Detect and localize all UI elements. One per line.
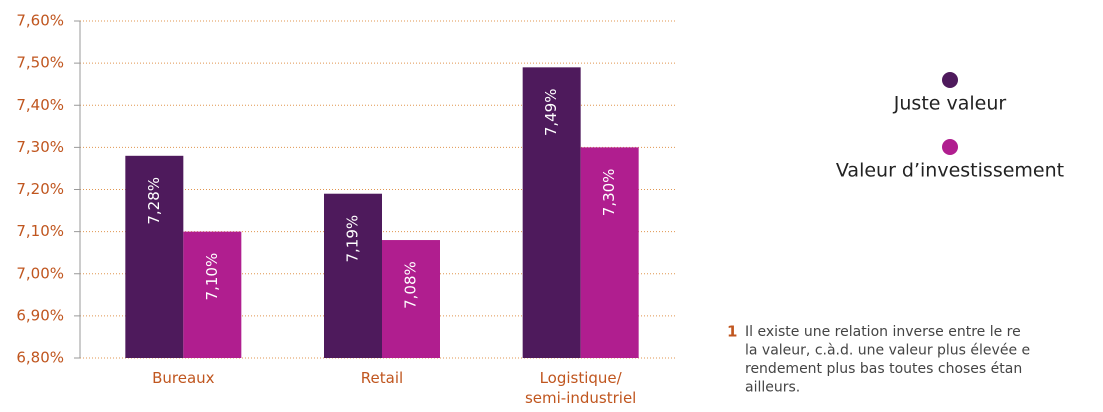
y-tick-label: 7,10% (16, 222, 64, 240)
bar (125, 155, 184, 358)
value-label: 7,30% (600, 169, 618, 217)
footnote-line: rendement plus bas toutes choses étan (745, 361, 1022, 377)
bar (522, 67, 581, 359)
bar (382, 240, 440, 358)
x-tick-label: Bureaux (152, 369, 215, 387)
value-label: 7,10% (203, 253, 221, 301)
x-tick-label: Retail (360, 369, 404, 387)
y-tick-label: 7,40% (16, 96, 64, 114)
y-tick-label: 6,90% (16, 306, 64, 324)
legend-label: Juste valeur (893, 93, 1007, 115)
y-tick-label: 7,30% (16, 138, 64, 156)
y-tick-label: 7,50% (16, 54, 64, 72)
value-label: 7,28% (145, 177, 163, 225)
footnote-number: 1 (727, 323, 737, 341)
y-tick-label: 7,20% (16, 180, 64, 198)
bar (324, 193, 382, 358)
footnote-line: ailleurs. (745, 380, 800, 396)
x-tick-label: Logistique/ semi-industriel (524, 369, 637, 407)
footnote-line: Il existe une relation inverse entre le … (745, 324, 1021, 340)
value-label: 7,49% (542, 89, 560, 137)
footnote-line: la valeur, c.à.d. une valeur plus élevée… (745, 343, 1030, 359)
y-tick-label: 7,00% (16, 264, 64, 282)
value-label: 7,19% (344, 215, 362, 263)
y-tick-label: 7,60% (16, 12, 64, 30)
legend-marker (942, 139, 958, 155)
value-label: 7,08% (402, 261, 420, 309)
bar (183, 231, 242, 358)
legend-label: Valeur d’investissement (836, 160, 1064, 182)
bar (580, 147, 639, 358)
y-tick-label: 6,80% (16, 349, 64, 367)
legend-marker (942, 72, 958, 88)
